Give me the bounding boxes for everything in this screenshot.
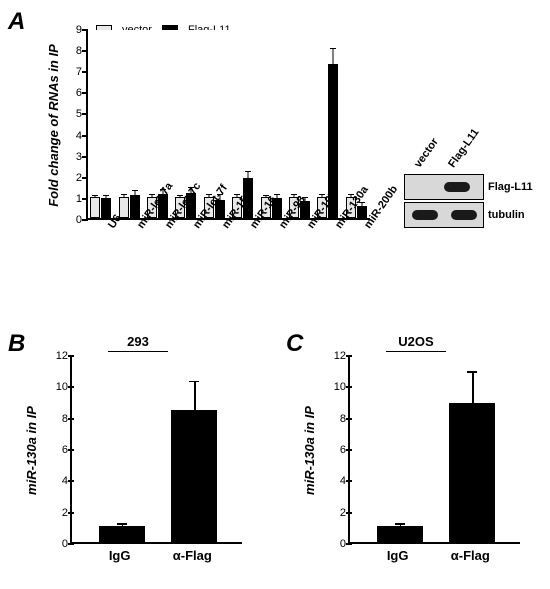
bar — [377, 526, 423, 542]
chart-a: vector Flag-L11 Fold change of RNAs in I… — [62, 26, 372, 262]
ylabel-c: miR-130a in IP — [300, 356, 318, 544]
blot-box-flag — [404, 174, 484, 200]
error-bar — [294, 195, 295, 197]
blot-row-label-flag: Flag-L11 — [488, 181, 533, 193]
bar — [130, 195, 140, 218]
western-blot: vector Flag-L11 Flag-L11 tubulin — [404, 128, 536, 230]
ytick-bc: 10 — [334, 381, 346, 393]
error-bar — [400, 525, 402, 527]
bar — [171, 410, 217, 542]
x-category: IgG — [368, 548, 428, 563]
blot-row-tubulin: tubulin — [404, 202, 536, 228]
yticks-a: 0123456789 — [62, 30, 84, 220]
plot-b — [70, 356, 242, 544]
error-cap — [245, 171, 251, 172]
panel-c: C U2OS miR-130a in IP 024681012 IgGα-Fla… — [286, 330, 546, 580]
ytick-bc: 10 — [56, 381, 68, 393]
band-flag-flag — [444, 182, 470, 192]
yticks-b: 024681012 — [50, 356, 70, 544]
blot-row-label-tubulin: tubulin — [488, 209, 525, 221]
error-bar — [122, 525, 124, 527]
error-bar — [276, 195, 277, 198]
error-cap — [121, 194, 127, 195]
error-cap — [467, 371, 477, 373]
x-category: miR-let-7f — [191, 224, 201, 231]
error-cap — [330, 48, 336, 49]
panel-b: B 293 miR-130a in IP 024681012 IgGα-Flag — [8, 330, 268, 580]
ytick-bc: 12 — [334, 350, 346, 362]
band-tub-vector — [412, 210, 438, 220]
error-bar — [472, 373, 474, 403]
error-bar — [95, 196, 96, 197]
blot-col-labels: vector Flag-L11 — [404, 128, 536, 174]
x-category: U6 — [106, 224, 116, 231]
blot-box-tubulin — [404, 202, 484, 228]
error-cap — [117, 523, 127, 525]
error-cap — [395, 523, 405, 525]
blot-row-flag: Flag-L11 — [404, 174, 536, 200]
ylabel-b: miR-130a in IP — [22, 356, 40, 544]
bar — [99, 526, 145, 542]
error-bar — [123, 195, 124, 197]
x-category: miR-let-7c — [163, 224, 173, 231]
yticks-c: 024681012 — [328, 356, 348, 544]
error-cap — [92, 195, 98, 196]
x-category: miR-107 — [305, 224, 315, 231]
error-bar — [106, 196, 107, 198]
error-bar — [152, 195, 153, 197]
error-bar — [333, 49, 334, 64]
panel-a-label: A — [8, 8, 25, 36]
bar — [90, 197, 100, 218]
ytick-bc: 12 — [56, 350, 68, 362]
panel-b-title: 293 — [8, 334, 268, 352]
band-tub-flag — [451, 210, 477, 220]
bar — [449, 403, 495, 542]
error-bar — [248, 172, 249, 178]
x-category: miR-130a — [333, 224, 343, 231]
panel-a: A vector Flag-L11 Fold change of RNAs in… — [8, 8, 542, 328]
blot-col-vector: vector — [412, 136, 441, 170]
x-category: α-Flag — [162, 548, 222, 563]
x-category: miR-16 — [248, 224, 258, 231]
x-category: α-Flag — [440, 548, 500, 563]
error-cap — [274, 194, 280, 195]
x-category: IgG — [90, 548, 150, 563]
x-category: miR-let-7a — [135, 224, 145, 231]
bar — [101, 198, 111, 218]
panel-c-title: U2OS — [286, 334, 546, 352]
error-cap — [132, 190, 138, 191]
plot-c — [348, 356, 520, 544]
x-category: miR-200b — [362, 224, 372, 231]
error-cap — [189, 381, 199, 383]
bar — [119, 197, 129, 218]
x-category: miR-15a — [220, 224, 230, 231]
error-bar — [134, 191, 135, 195]
x-category: miR-98 — [277, 224, 287, 231]
error-cap — [103, 195, 109, 196]
blot-col-flag: Flag-L11 — [446, 127, 481, 170]
ylabel-a: Fold change of RNAs in IP — [44, 30, 62, 220]
error-bar — [194, 382, 196, 410]
